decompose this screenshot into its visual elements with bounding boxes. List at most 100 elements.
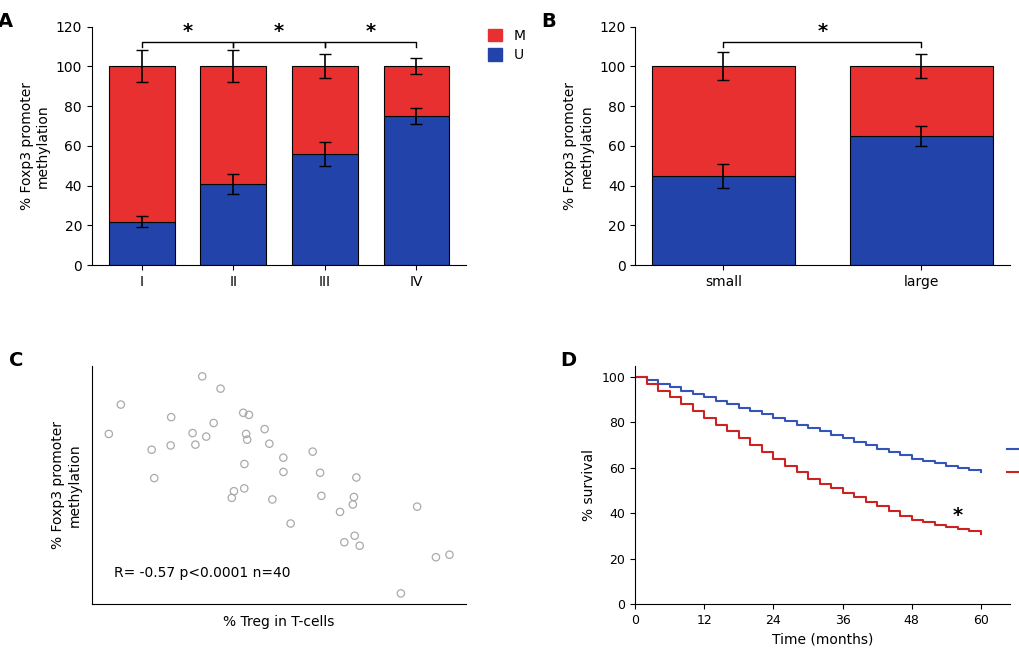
Methlyating-low: [928, 521, 941, 529]
Methlyating-low: [686, 407, 698, 415]
Bar: [850, 66, 991, 136]
Methlyating-low: [744, 441, 756, 449]
Point: [347, 472, 364, 483]
Methlyating-low: [870, 503, 882, 511]
Point: [345, 491, 362, 502]
Methlyating-low: [629, 373, 641, 381]
Methlyating-low: [951, 525, 963, 533]
Methylation-high: [732, 404, 744, 412]
Point: [256, 424, 272, 434]
Methylation-high: [629, 373, 641, 381]
Y-axis label: % Foxp3 promoter
methylation: % Foxp3 promoter methylation: [51, 421, 82, 549]
Methylation-high: [824, 431, 837, 439]
Methlyating-low: [894, 511, 906, 519]
Methylation-high: [755, 410, 767, 418]
Methylation-high: [905, 455, 917, 463]
Text: B: B: [541, 12, 555, 31]
Methlyating-low: [790, 468, 802, 476]
Text: *: *: [816, 23, 826, 41]
Methylation-high: [720, 400, 733, 408]
Text: *: *: [274, 23, 284, 41]
Point: [144, 444, 160, 455]
Methlyating-low: [675, 400, 687, 408]
Methylation-high: [709, 397, 721, 405]
Methlyating-low: [905, 516, 917, 524]
Methlyating-low: [640, 380, 652, 388]
Methlyating-low: [916, 519, 928, 527]
Methlyating-low: [962, 527, 974, 535]
Methlyating-low: [801, 475, 813, 483]
Methlyating-low: [847, 493, 859, 501]
Methylation-high: [951, 464, 963, 472]
Methlyating-low: [755, 448, 767, 456]
Point: [264, 494, 280, 505]
Methlyating-low: [651, 386, 663, 394]
Methlyating-low: [859, 498, 871, 506]
Point: [441, 549, 458, 560]
Methlyating-low: [709, 421, 721, 429]
Line: Methylation-high: Methylation-high: [635, 377, 980, 472]
Methlyating-low: [732, 434, 744, 442]
Methylation-high: [790, 421, 802, 429]
Methylation-high: [940, 461, 952, 469]
Text: D: D: [559, 351, 576, 371]
Point: [344, 499, 361, 510]
Methlyating-low: [663, 393, 676, 401]
Methylation-high: [836, 434, 848, 442]
Text: *: *: [952, 506, 962, 525]
Methylation-high: [766, 414, 779, 422]
Methlyating-low: [813, 480, 825, 488]
Point: [101, 429, 117, 440]
Point: [305, 446, 321, 457]
Methlyating-low: [697, 414, 709, 422]
Methylation-high: [962, 466, 974, 474]
Methylation-high: [651, 380, 663, 388]
Bar: [850, 136, 991, 266]
Point: [352, 540, 368, 551]
Methlyating-low: [940, 523, 952, 531]
Methylation-high: [847, 438, 859, 446]
Point: [238, 434, 255, 445]
Point: [282, 518, 299, 529]
Methylation-high: [697, 393, 709, 401]
Point: [275, 452, 291, 463]
Point: [187, 440, 204, 450]
Point: [336, 537, 353, 548]
Bar: [200, 66, 266, 184]
Text: R= -0.57 p<0.0001 n=40: R= -0.57 p<0.0001 n=40: [114, 566, 290, 580]
Methylation-high: [894, 452, 906, 459]
Methylation-high: [801, 424, 813, 432]
X-axis label: % Treg in T-cells: % Treg in T-cells: [223, 615, 334, 629]
Point: [312, 467, 328, 478]
Point: [240, 410, 257, 420]
Point: [427, 552, 443, 562]
Point: [184, 428, 201, 438]
Point: [234, 408, 251, 418]
Y-axis label: % survival: % survival: [582, 449, 595, 521]
Bar: [651, 176, 794, 266]
Point: [331, 507, 347, 517]
Point: [313, 491, 329, 501]
Point: [162, 440, 178, 451]
Point: [235, 483, 252, 494]
Point: [146, 473, 162, 483]
Bar: [200, 184, 266, 266]
Methylation-high: [675, 386, 687, 394]
Bar: [291, 154, 358, 266]
Methlyating-low: [824, 484, 837, 492]
Methlyating-low: [779, 461, 791, 469]
Y-axis label: % Foxp3 promoter
methylation: % Foxp3 promoter methylation: [20, 82, 50, 210]
Bar: [109, 222, 174, 266]
Text: *: *: [182, 23, 193, 41]
Point: [163, 412, 179, 422]
Methylation-high: [870, 444, 882, 452]
Line: Methlyating-low: Methlyating-low: [635, 377, 980, 534]
Methylation-high: [928, 459, 941, 467]
Methylation-high: [881, 448, 894, 456]
Methylation-high: [663, 383, 676, 391]
Methlyating-low: [881, 507, 894, 515]
Methylation-high: [974, 468, 986, 476]
Methlyating-low: [720, 428, 733, 436]
Point: [392, 588, 409, 599]
Point: [223, 493, 239, 503]
